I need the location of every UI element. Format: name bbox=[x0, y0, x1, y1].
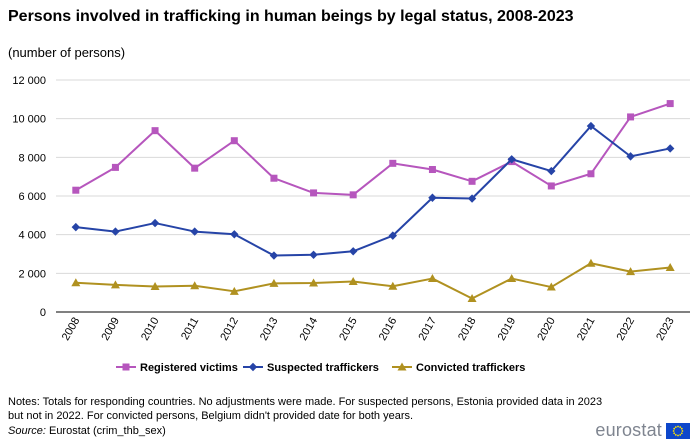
data-point bbox=[468, 177, 476, 185]
data-point bbox=[627, 113, 635, 121]
data-point bbox=[665, 263, 675, 272]
eu-flag-icon bbox=[666, 422, 690, 439]
data-point bbox=[71, 278, 81, 287]
data-point bbox=[229, 286, 239, 295]
legend-marker bbox=[248, 362, 258, 372]
x-tick-label: 2016 bbox=[377, 316, 400, 343]
eu-flag-stars bbox=[672, 425, 684, 436]
x-tick-label: 2021 bbox=[575, 316, 598, 343]
data-point bbox=[428, 193, 437, 202]
data-point bbox=[310, 189, 318, 197]
data-point bbox=[467, 194, 477, 203]
y-tick-label: 2 000 bbox=[18, 268, 46, 280]
chart-notes: Notes: Totals for responding countries. … bbox=[8, 396, 603, 422]
y-tick-label: 10 000 bbox=[12, 114, 46, 126]
x-tick-label: 2009 bbox=[99, 316, 122, 343]
x-tick-label: 2012 bbox=[218, 316, 241, 343]
data-point bbox=[507, 155, 516, 164]
data-point bbox=[348, 247, 358, 256]
data-point bbox=[190, 281, 200, 290]
x-tick-label: 2014 bbox=[298, 316, 321, 343]
data-point bbox=[110, 280, 120, 289]
y-tick-label: 6 000 bbox=[18, 191, 46, 203]
series-line-2 bbox=[75, 262, 671, 300]
data-point bbox=[666, 100, 674, 108]
data-point bbox=[428, 166, 436, 174]
data-point bbox=[546, 282, 556, 291]
data-point bbox=[230, 230, 239, 239]
data-point bbox=[626, 267, 636, 276]
y-tick-label: 0 bbox=[40, 307, 46, 319]
data-point bbox=[388, 281, 398, 290]
data-point bbox=[665, 144, 675, 153]
x-tick-label: 2010 bbox=[139, 316, 162, 343]
data-point bbox=[309, 278, 319, 287]
source-text: Eurostat (crim_thb_sex) bbox=[45, 425, 166, 437]
chart-source: Source: Eurostat (crim_thb_sex) bbox=[8, 425, 166, 437]
data-point bbox=[269, 278, 279, 287]
data-point bbox=[111, 227, 120, 236]
data-point bbox=[587, 170, 595, 178]
x-tick-label: 2008 bbox=[60, 316, 83, 343]
x-tick-label: 2023 bbox=[654, 316, 677, 343]
y-tick-label: 4 000 bbox=[18, 230, 46, 242]
legend-marker bbox=[397, 362, 407, 371]
data-point bbox=[467, 293, 477, 302]
eurostat-logo: eurostat bbox=[595, 420, 690, 441]
x-tick-label: 2013 bbox=[258, 316, 281, 343]
data-point bbox=[348, 276, 358, 285]
data-point bbox=[507, 274, 517, 283]
data-point bbox=[427, 274, 437, 283]
legend-label: Convicted traffickers bbox=[416, 362, 525, 374]
data-point bbox=[150, 281, 160, 290]
data-point bbox=[269, 251, 279, 260]
data-point bbox=[230, 137, 238, 145]
data-point bbox=[586, 121, 596, 131]
data-point bbox=[586, 258, 596, 267]
data-point bbox=[111, 163, 119, 171]
chart-subtitle: (number of persons) bbox=[8, 45, 126, 60]
x-tick-label: 2020 bbox=[535, 316, 558, 343]
series-line-0 bbox=[75, 102, 671, 196]
legend-marker bbox=[122, 363, 130, 371]
data-point bbox=[151, 127, 159, 135]
chart-title: Persons involved in trafficking in human… bbox=[8, 8, 574, 25]
data-point bbox=[270, 174, 278, 182]
data-point bbox=[349, 191, 357, 199]
data-point bbox=[190, 227, 199, 236]
logo-text: eurostat bbox=[595, 420, 662, 440]
data-point bbox=[309, 250, 318, 259]
y-tick-label: 8 000 bbox=[18, 152, 46, 164]
data-point bbox=[72, 186, 80, 194]
legend-label: Registered victims bbox=[140, 362, 238, 374]
data-point bbox=[191, 164, 199, 172]
data-point bbox=[150, 218, 160, 228]
data-point bbox=[547, 166, 556, 176]
data-point bbox=[388, 231, 398, 240]
legend-label: Suspected traffickers bbox=[267, 362, 379, 374]
x-tick-label: 2022 bbox=[615, 316, 638, 343]
x-tick-label: 2017 bbox=[416, 316, 439, 343]
source-label: Source: bbox=[8, 425, 46, 437]
data-point bbox=[389, 159, 397, 167]
x-tick-label: 2015 bbox=[337, 316, 360, 343]
x-tick-label: 2011 bbox=[179, 316, 201, 342]
x-tick-label: 2019 bbox=[496, 316, 519, 343]
data-point bbox=[71, 222, 81, 232]
x-tick-label: 2018 bbox=[456, 316, 479, 343]
series-line-1 bbox=[75, 125, 671, 257]
y-tick-label: 12 000 bbox=[12, 75, 46, 87]
data-point bbox=[547, 182, 555, 190]
data-point bbox=[626, 152, 635, 161]
